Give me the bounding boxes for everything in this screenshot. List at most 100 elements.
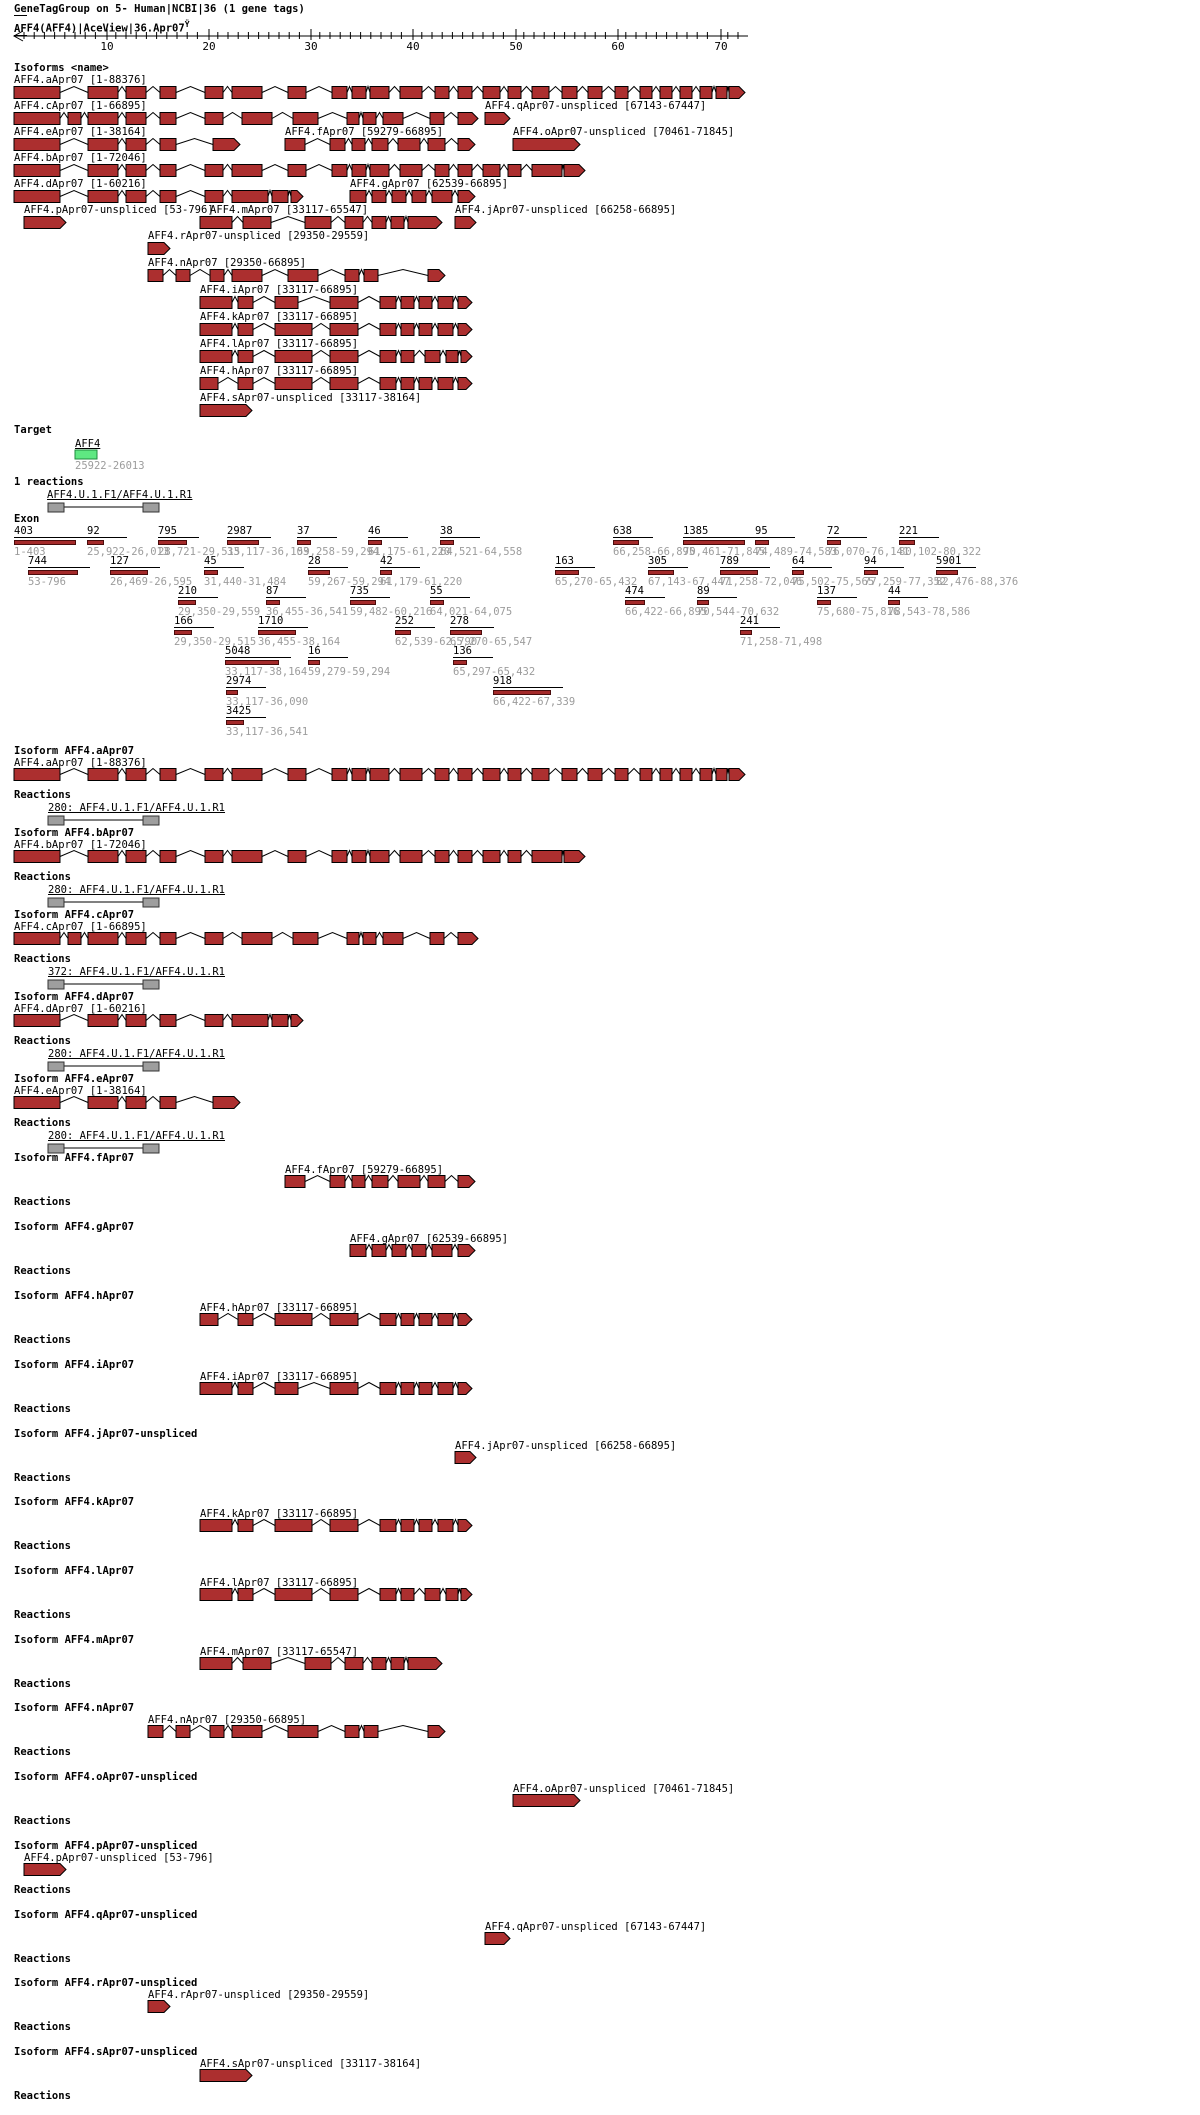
exon-box[interactable] xyxy=(329,1382,359,1395)
isoform-diagram-g-detail[interactable] xyxy=(0,1243,1200,1258)
exon-box[interactable] xyxy=(274,1519,313,1532)
exon-box[interactable] xyxy=(659,86,673,99)
exon-length[interactable]: 241 xyxy=(740,616,780,628)
exon-box[interactable] xyxy=(231,1014,269,1027)
exon-arrow-box[interactable] xyxy=(563,850,586,863)
exon-box[interactable] xyxy=(437,323,454,336)
exon-box[interactable] xyxy=(351,850,367,863)
exon-arrow-box[interactable] xyxy=(147,2000,171,2013)
exon-length[interactable]: 789 xyxy=(720,556,770,568)
exon-box[interactable] xyxy=(13,86,61,99)
forward-primer-box[interactable] xyxy=(47,1143,65,1154)
exon-arrow-box[interactable] xyxy=(457,1175,476,1188)
exon-box[interactable] xyxy=(437,1313,454,1326)
exon-arrow-box[interactable] xyxy=(484,112,511,125)
isoform-diagram-n[interactable] xyxy=(0,268,1200,283)
exon-box[interactable] xyxy=(457,768,473,781)
exon-length[interactable]: 42 xyxy=(380,556,420,568)
exon-box[interactable] xyxy=(231,269,263,282)
exon-box[interactable] xyxy=(204,850,224,863)
isoform-label[interactable]: AFF4.qApr07-unspliced [67143-67447] xyxy=(485,100,707,112)
exon-box[interactable] xyxy=(231,164,263,177)
exon-length[interactable]: 45 xyxy=(204,556,244,568)
exon-box[interactable] xyxy=(351,164,367,177)
exon-arrow-box[interactable] xyxy=(512,1794,581,1807)
isoform-diagram-k-detail[interactable] xyxy=(0,1518,1200,1533)
isoform-label[interactable]: AFF4.sApr07-unspliced [33117-38164] xyxy=(200,392,422,404)
isoform-label[interactable]: AFF4.fApr07 [59279-66895] xyxy=(285,1164,444,1176)
exon-box[interactable] xyxy=(87,932,119,945)
isoform-label[interactable]: AFF4.jApr07-unspliced [66258-66895] xyxy=(455,1440,677,1452)
exon-box[interactable] xyxy=(411,1244,427,1257)
exon-box[interactable] xyxy=(699,768,713,781)
exon-length[interactable]: 28 xyxy=(308,556,348,568)
exon-box[interactable] xyxy=(371,190,387,203)
isoform-diagram-m-detail[interactable] xyxy=(0,1655,1200,1671)
exon-box[interactable] xyxy=(231,86,263,99)
exon-box[interactable] xyxy=(237,377,254,390)
exon-box[interactable] xyxy=(399,164,423,177)
isoform-label[interactable]: AFF4.kApr07 [33117-66895] xyxy=(200,311,359,323)
isoform-label[interactable]: AFF4.sApr07-unspliced [33117-38164] xyxy=(200,2058,422,2070)
forward-primer-box[interactable] xyxy=(47,897,65,908)
exon-box[interactable] xyxy=(87,86,119,99)
isoform-diagram-s-detail[interactable] xyxy=(0,2068,1200,2083)
exon-box[interactable] xyxy=(399,768,423,781)
exon-length[interactable]: 3425 xyxy=(226,706,266,718)
exon-box[interactable] xyxy=(391,1244,407,1257)
exon-box[interactable] xyxy=(331,86,348,99)
exon-length[interactable]: 127 xyxy=(110,556,160,568)
isoform-label[interactable]: AFF4.fApr07 [59279-66895] xyxy=(285,126,444,138)
exon-box[interactable] xyxy=(159,850,177,863)
exon-box[interactable] xyxy=(237,1519,254,1532)
isoform-label[interactable]: AFF4.nApr07 [29350-66895] xyxy=(148,257,307,269)
exon-length[interactable]: 735 xyxy=(350,586,390,598)
isoform-diagram-f[interactable] xyxy=(0,137,1200,152)
exon-length[interactable]: 136 xyxy=(453,646,493,658)
exon-length[interactable]: 55 xyxy=(430,586,470,598)
exon-box[interactable] xyxy=(424,350,441,363)
exon-box[interactable] xyxy=(434,86,450,99)
isoform-label[interactable]: AFF4.hApr07 [33117-66895] xyxy=(200,365,359,377)
exon-box[interactable] xyxy=(125,1014,147,1027)
exon-box[interactable] xyxy=(390,1657,405,1670)
exon-box[interactable] xyxy=(614,86,629,99)
exon-box[interactable] xyxy=(400,1382,415,1395)
exon-box[interactable] xyxy=(399,850,423,863)
isoform-diagram-n-detail[interactable] xyxy=(0,1724,1200,1739)
exon-box[interactable] xyxy=(199,1588,233,1601)
exon-box[interactable] xyxy=(331,164,348,177)
reverse-primer-box[interactable] xyxy=(142,502,160,513)
exon-box[interactable] xyxy=(379,1519,397,1532)
exon-box[interactable] xyxy=(400,1588,415,1601)
isoform-diagram-q-detail[interactable] xyxy=(0,1931,1200,1946)
exon-box[interactable] xyxy=(237,1382,254,1395)
isoform-diagram-a[interactable] xyxy=(0,84,1200,100)
exon-arrow-box[interactable] xyxy=(212,1096,241,1109)
isoform-diagram-m[interactable] xyxy=(0,214,1200,230)
isoform-label[interactable]: AFF4.eApr07 [1-38164] xyxy=(14,126,147,138)
exon-box[interactable] xyxy=(329,350,359,363)
isoform-label[interactable]: AFF4.bApr07 [1-72046] xyxy=(14,152,147,164)
exon-box[interactable] xyxy=(199,1519,233,1532)
exon-length[interactable]: 403 xyxy=(14,526,88,538)
isoform-diagram-s[interactable] xyxy=(0,403,1200,418)
exon-box[interactable] xyxy=(199,1313,219,1326)
exon-box[interactable] xyxy=(87,1096,119,1109)
exon-box[interactable] xyxy=(434,768,450,781)
exon-box[interactable] xyxy=(400,323,415,336)
exon-box[interactable] xyxy=(457,164,473,177)
exon-box[interactable] xyxy=(400,1313,415,1326)
isoform-label[interactable]: AFF4.aApr07 [1-88376] xyxy=(14,757,147,769)
exon-box[interactable] xyxy=(204,86,224,99)
isoform-diagram-h[interactable] xyxy=(0,376,1200,391)
exon-box[interactable] xyxy=(287,164,307,177)
exon-box[interactable] xyxy=(445,350,459,363)
isoform-label[interactable]: AFF4.dApr07 [1-60216] xyxy=(14,1003,147,1015)
exon-box[interactable] xyxy=(344,1725,360,1738)
exon-box[interactable] xyxy=(363,1725,379,1738)
exon-box[interactable] xyxy=(237,1588,254,1601)
isoform-label[interactable]: AFF4.qApr07-unspliced [67143-67447] xyxy=(485,1921,707,1933)
exon-arrow-box[interactable] xyxy=(457,190,476,203)
exon-box[interactable] xyxy=(274,323,313,336)
